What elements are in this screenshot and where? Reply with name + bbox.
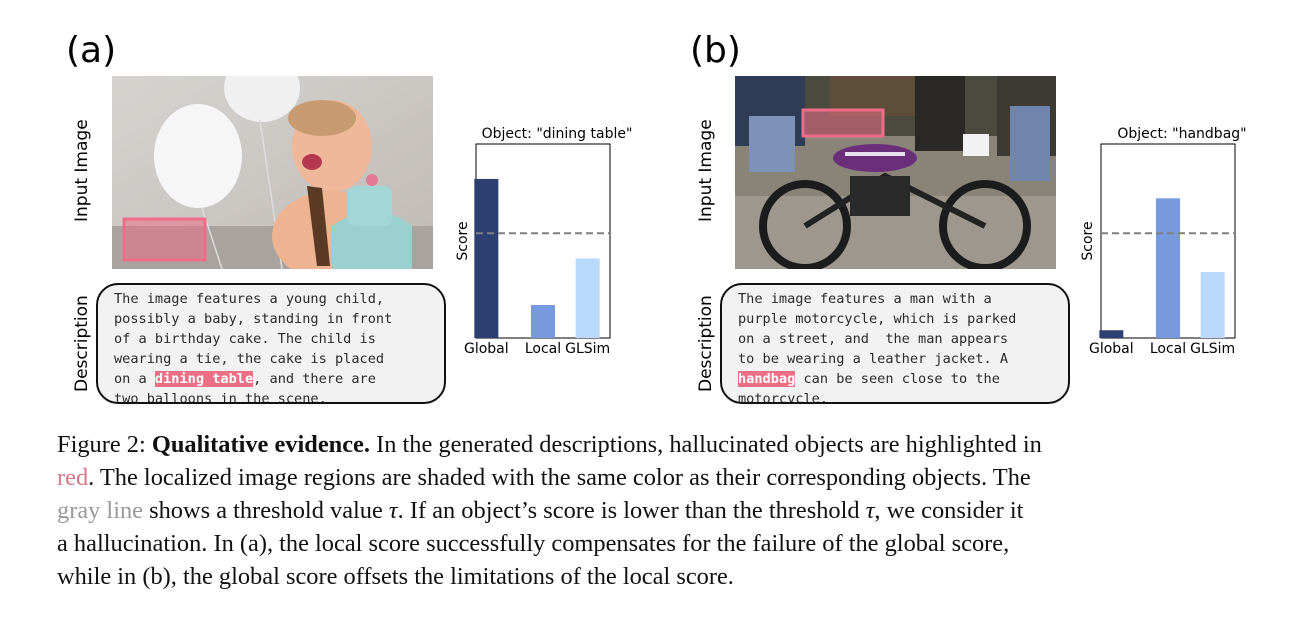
- description-text-span: The image features a young child,: [114, 291, 385, 307]
- caption-bold: Qualitative evidence.: [151, 431, 370, 458]
- caption-line-5: while in (b), the global score offsets t…: [57, 563, 734, 590]
- description-text-span: on a: [114, 371, 155, 387]
- bar-glsim: [1200, 272, 1225, 338]
- description-line: The image features a man with a: [738, 289, 1058, 309]
- description-label-b: Description: [696, 295, 716, 392]
- caption-line-4: a hallucination. In (a), the local score…: [57, 530, 1010, 557]
- description-line: wearing a tie, the cake is placed: [114, 349, 434, 369]
- description-line: of a birthday cake. The child is: [114, 329, 434, 349]
- input-image-label-b: Input Image: [696, 119, 716, 222]
- caption-text: . The localized image regions are shaded…: [88, 464, 1031, 491]
- description-line: on a dining table, and there are: [114, 369, 434, 389]
- caption-prefix: Figure 2:: [57, 431, 152, 458]
- panel-a-label: (a): [66, 30, 117, 71]
- input-image-a: [112, 76, 433, 269]
- description-text-span: wearing a tie, the cake is placed: [114, 351, 385, 367]
- caption-red-word: red: [57, 464, 89, 491]
- description-text-span: possibly a baby, standing in front: [114, 311, 393, 327]
- x-tick-label: Global: [1089, 341, 1134, 357]
- description-box-a: The image features a young child, possibl…: [96, 283, 446, 404]
- x-tick-label: GLSim: [565, 341, 610, 357]
- input-image-label-a: Input Image: [72, 119, 92, 222]
- x-tick-label: Local: [525, 341, 561, 357]
- chart-title: Object: "dining table": [482, 126, 633, 142]
- description-text-span: , and there are: [253, 371, 376, 387]
- caption-gray-words: gray line: [57, 497, 144, 524]
- caption-tau: τ: [865, 497, 875, 524]
- caption-text: . If an object’s score is lower than the…: [397, 497, 866, 524]
- caption-line-3: gray line shows a threshold value τ. If …: [57, 494, 1247, 527]
- score-chart-a: Object: "dining table" Score Global Local GL…: [455, 126, 633, 357]
- description-text-span: to be wearing a leather jacket. A: [738, 351, 1009, 367]
- bar-global: [474, 178, 499, 338]
- caption-text: shows a threshold value: [143, 497, 389, 524]
- description-text-span: of a birthday cake. The child is: [114, 331, 376, 347]
- description-text-span: two balloons in the scene.: [114, 391, 327, 404]
- bar-local: [531, 305, 555, 338]
- panel-b-label: (b): [690, 30, 741, 71]
- description-text-span: motorcycle.: [738, 391, 829, 404]
- caption-line-2: red. The localized image regions are sha…: [57, 461, 1247, 494]
- description-label-a: Description: [72, 295, 92, 392]
- caption-tau: τ: [388, 497, 398, 524]
- description-text-span: purple motorcycle, which is parked: [738, 311, 1017, 327]
- y-axis-label: Score: [1080, 221, 1096, 260]
- figure-caption: Figure 2: Qualitative evidence. In the g…: [57, 428, 1247, 593]
- input-image-b: [735, 76, 1056, 269]
- x-tick-label: Local: [1150, 341, 1186, 357]
- description-line: on a street, and the man appears: [738, 329, 1058, 349]
- description-text-b: The image features a man with a purple mo…: [738, 289, 1058, 404]
- description-text-a: The image features a young child, possibl…: [114, 289, 434, 404]
- description-line: two balloons in the scene.: [114, 389, 434, 404]
- chart-title: Object: "handbag": [1117, 126, 1246, 142]
- caption-line-1: Figure 2: Qualitative evidence. In the g…: [57, 428, 1247, 461]
- bar-local: [1156, 198, 1180, 338]
- x-tick-label: Global: [464, 341, 509, 357]
- description-line: to be wearing a leather jacket. A: [738, 349, 1058, 369]
- bar-global: [1099, 330, 1124, 338]
- score-chart-b: Object: "handbag" Score Global Local GLSim: [1080, 126, 1247, 357]
- x-tick-label: GLSim: [1190, 341, 1235, 357]
- y-axis-label: Score: [455, 221, 471, 260]
- caption-text: In the generated descriptions, hallucina…: [369, 431, 1042, 458]
- caption-text: , we consider it: [874, 497, 1024, 524]
- description-box-b: The image features a man with a purple mo…: [720, 283, 1070, 404]
- description-line: handbag can be seen close to the: [738, 369, 1058, 389]
- hallucinated-object-highlight: dining table: [154, 371, 254, 387]
- description-text-span: can be seen close to the: [795, 371, 1000, 387]
- hallucinated-object-highlight: handbag: [738, 371, 796, 387]
- description-line: purple motorcycle, which is parked: [738, 309, 1058, 329]
- description-line: possibly a baby, standing in front: [114, 309, 434, 329]
- description-text-span: on a street, and the man appears: [738, 331, 1009, 347]
- bar-glsim: [575, 258, 600, 338]
- description-text-span: The image features a man with a: [738, 291, 992, 307]
- description-line: motorcycle.: [738, 389, 1058, 404]
- description-line: The image features a young child,: [114, 289, 434, 309]
